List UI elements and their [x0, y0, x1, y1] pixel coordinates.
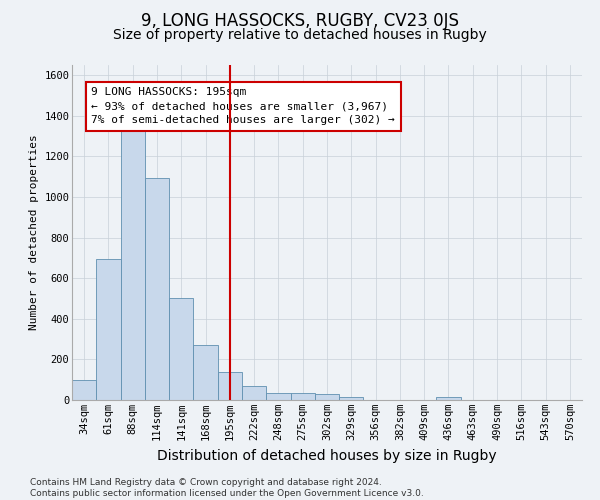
Text: 9 LONG HASSOCKS: 195sqm
← 93% of detached houses are smaller (3,967)
7% of semi-: 9 LONG HASSOCKS: 195sqm ← 93% of detache…: [91, 88, 395, 126]
Bar: [242, 386, 266, 400]
Bar: [121, 128, 145, 400]
Text: 9, LONG HASSOCKS, RUGBY, CV23 0JS: 9, LONG HASSOCKS, RUGBY, CV23 0JS: [141, 12, 459, 30]
Bar: [72, 380, 96, 400]
Bar: [193, 345, 218, 400]
Bar: [96, 259, 121, 400]
Bar: [315, 394, 339, 400]
Bar: [169, 298, 193, 400]
Text: Contains HM Land Registry data © Crown copyright and database right 2024.
Contai: Contains HM Land Registry data © Crown c…: [30, 478, 424, 498]
Bar: [436, 397, 461, 400]
X-axis label: Distribution of detached houses by size in Rugby: Distribution of detached houses by size …: [157, 448, 497, 462]
Bar: [218, 372, 242, 400]
Y-axis label: Number of detached properties: Number of detached properties: [29, 134, 38, 330]
Bar: [266, 393, 290, 400]
Bar: [145, 178, 169, 400]
Bar: [339, 397, 364, 400]
Text: Size of property relative to detached houses in Rugby: Size of property relative to detached ho…: [113, 28, 487, 42]
Bar: [290, 393, 315, 400]
